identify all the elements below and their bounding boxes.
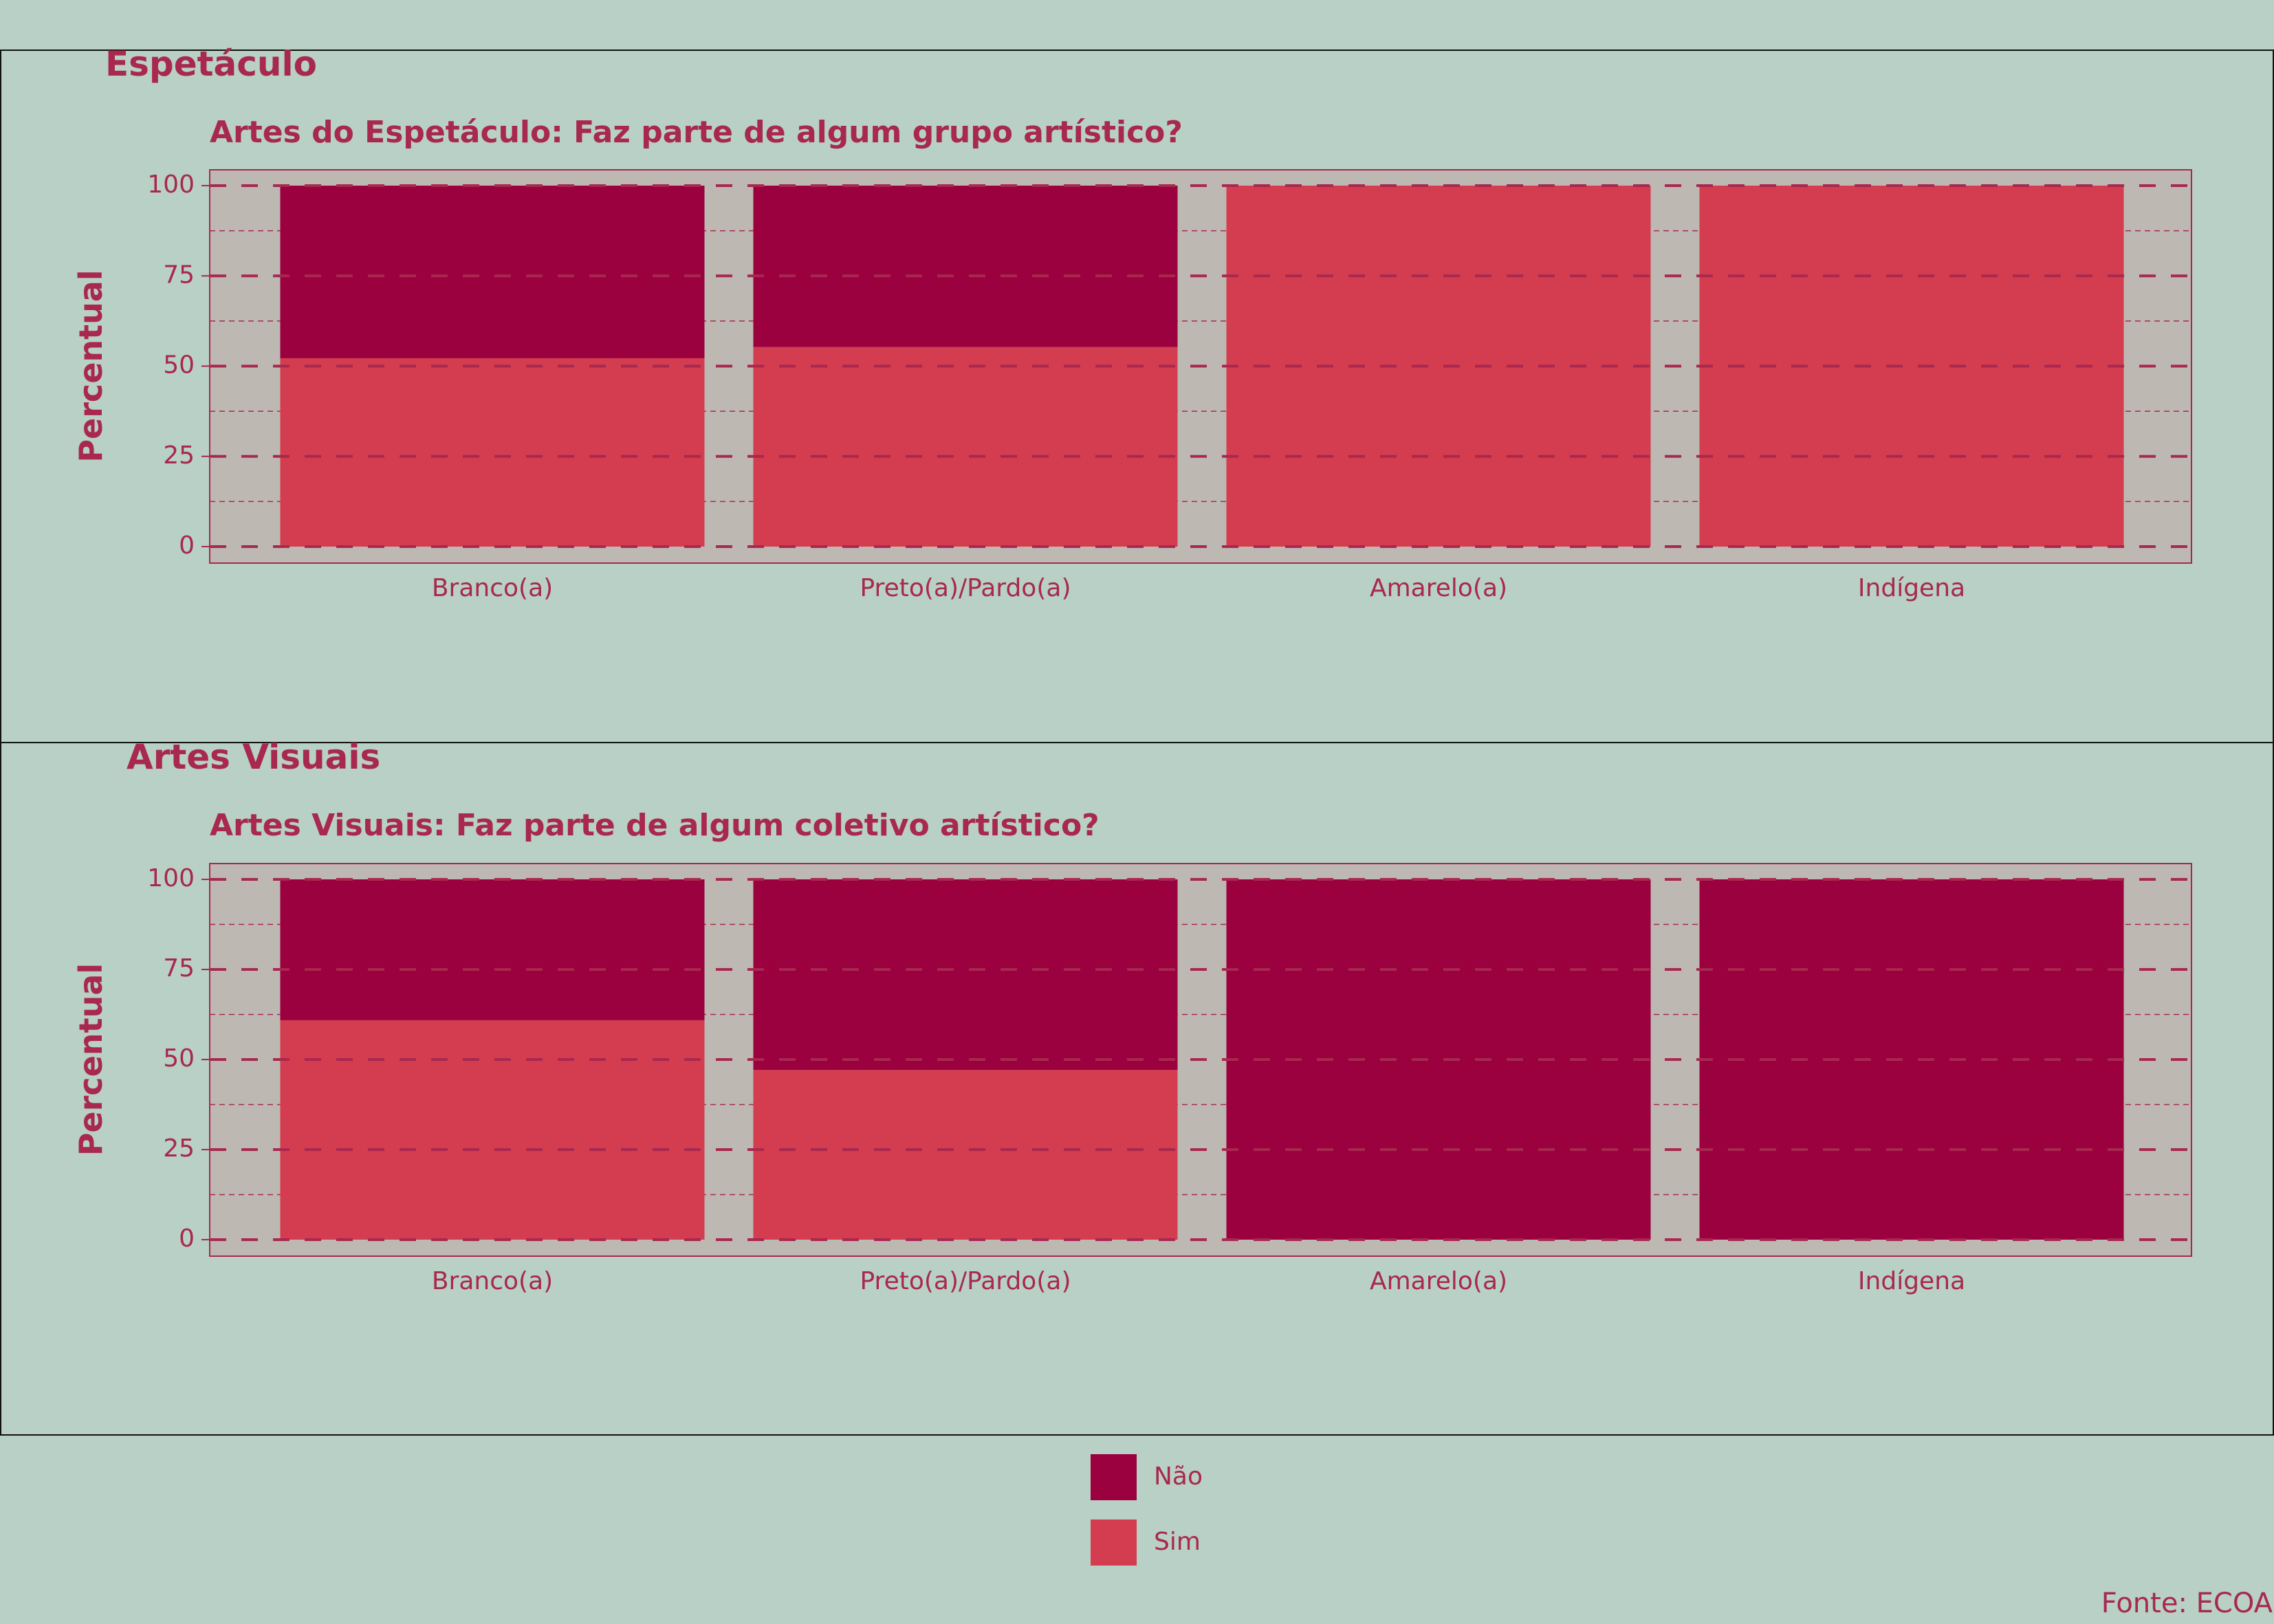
chart-panels: Espetáculo Artes do Espetáculo: Faz parte… <box>0 44 2274 1436</box>
y-tick-label: 25 <box>163 1134 195 1163</box>
y-tick-label: 0 <box>179 531 195 560</box>
bar-sim-1 <box>280 1020 705 1240</box>
section-title: Espetáculo <box>105 44 317 84</box>
y-tick-label: 0 <box>179 1225 195 1253</box>
y-tick-label: 50 <box>163 351 195 380</box>
panel-border <box>0 742 2274 1436</box>
legend-swatch-sim <box>1091 1519 1137 1566</box>
bar-nao-2 <box>753 186 1178 347</box>
x-tick-label: Branco(a) <box>432 1267 553 1295</box>
chart-panel-1: Espetáculo Artes do Espetáculo: Faz parte… <box>0 44 2274 743</box>
y-tick-label: 100 <box>147 171 195 199</box>
legend-swatch-nao <box>1091 1454 1137 1500</box>
bar-nao-2 <box>753 879 1178 1071</box>
x-tick-label: Amarelo(a) <box>1370 1267 1507 1295</box>
bar-nao-1 <box>280 879 705 1020</box>
legend: Não Sim <box>1091 1454 1203 1566</box>
x-tick-label: Indígena <box>1858 1267 1965 1295</box>
y-tick-label: 50 <box>163 1044 195 1073</box>
x-tick-label: Preto(a)/Pardo(a) <box>860 574 1071 602</box>
bar-sim-1 <box>280 358 705 547</box>
chart-title: Artes do Espetáculo: Faz parte de algum … <box>210 115 1183 150</box>
legend-label-nao: Não <box>1154 1462 1203 1491</box>
bar-nao-1 <box>280 186 705 358</box>
y-tick-label: 25 <box>163 441 195 470</box>
bar-sim-2 <box>753 347 1178 547</box>
section-title: Artes Visuais <box>127 737 380 777</box>
y-axis-label: Percentual <box>72 270 109 462</box>
y-tick-label: 100 <box>147 864 195 892</box>
bar-sim-2 <box>753 1070 1178 1240</box>
x-tick-label: Preto(a)/Pardo(a) <box>860 1267 1071 1295</box>
x-tick-label: Amarelo(a) <box>1370 574 1507 602</box>
x-tick-label: Branco(a) <box>432 574 553 602</box>
y-tick-label: 75 <box>163 261 195 289</box>
source-caption: Fonte: ECOA <box>2101 1588 2273 1619</box>
y-tick-label: 75 <box>163 954 195 983</box>
x-tick-label: Indígena <box>1858 574 1965 602</box>
chart-panel-2: Artes Visuais Artes Visuais: Faz parte de… <box>0 737 2274 1436</box>
legend-label-sim: Sim <box>1154 1528 1201 1556</box>
y-axis-label: Percentual <box>72 963 109 1156</box>
chart-title: Artes Visuais: Faz parte de algum coleti… <box>210 808 1100 843</box>
